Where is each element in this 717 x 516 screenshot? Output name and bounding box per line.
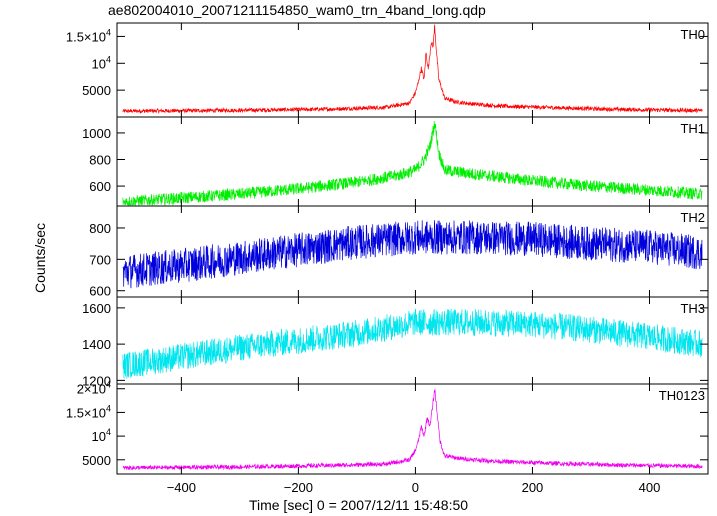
series-line-th0 — [122, 24, 703, 115]
y-tick-label: 104 — [92, 54, 111, 71]
y-tick-label: 1400 — [82, 337, 111, 352]
panel-label-th0: TH0 — [680, 27, 705, 42]
y-tick-label: 800 — [89, 221, 111, 236]
panel-frame — [116, 22, 709, 118]
y-tick-label: 700 — [89, 252, 111, 267]
x-tick-label: 400 — [639, 480, 661, 495]
series-line-th0123 — [122, 389, 703, 471]
panel-frame — [116, 383, 709, 475]
x-tick-label: 0 — [412, 480, 419, 495]
panel-label-th0123: TH0123 — [659, 388, 705, 403]
y-tick-label: 2×104 — [77, 380, 111, 397]
y-tick-label: 1600 — [82, 301, 111, 316]
y-tick-label: 600 — [89, 179, 111, 194]
series-line-th2 — [122, 220, 703, 289]
y-tick-label: 1.5×104 — [66, 27, 111, 44]
x-tick-label: −200 — [284, 480, 313, 495]
y-tick-label: 800 — [89, 153, 111, 168]
panel-label-th3: TH3 — [680, 301, 705, 316]
panel-frame — [116, 116, 709, 207]
x-axis-label: Time [sec] 0 = 2007/12/11 15:48:50 — [248, 497, 469, 513]
x-tick-label: −400 — [167, 480, 196, 495]
y-tick-label: 1.5×104 — [66, 403, 111, 420]
series-line-th3 — [122, 308, 703, 379]
panel-frame — [116, 296, 709, 385]
series-line-th1 — [122, 121, 703, 207]
y-tick-label: 1000 — [82, 126, 111, 141]
x-tick-label: 200 — [522, 480, 544, 495]
panel-label-th2: TH2 — [680, 210, 705, 225]
chart-title: ae802004010_20071211154850_wam0_trn_4ban… — [108, 2, 486, 18]
y-tick-label: 5000 — [82, 453, 111, 468]
y-tick-label: 1200 — [82, 373, 111, 388]
y-tick-label: 600 — [89, 284, 111, 299]
y-tick-label: 104 — [92, 427, 111, 444]
y-tick-label: 5000 — [82, 83, 111, 98]
panel-label-th1: TH1 — [680, 121, 705, 136]
